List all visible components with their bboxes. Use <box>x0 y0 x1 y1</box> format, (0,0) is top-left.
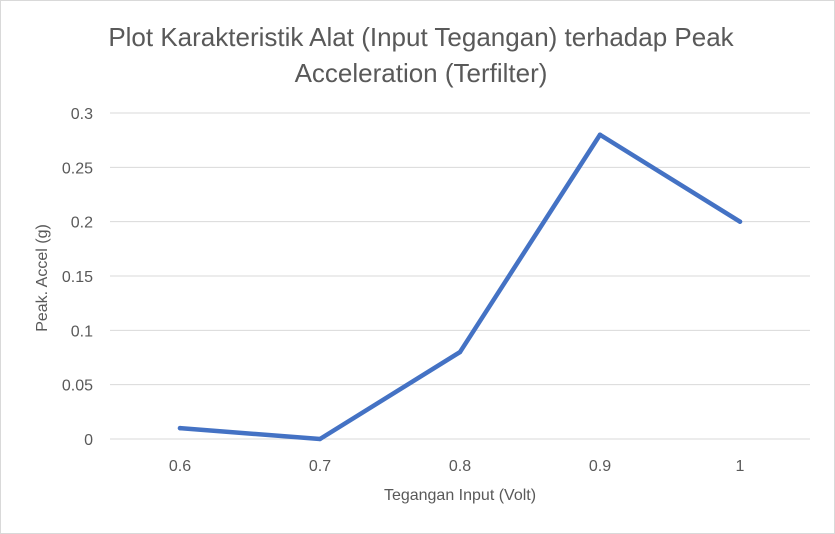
chart-title-line-2: Acceleration (Terfilter) <box>294 58 548 88</box>
gridlines <box>110 112 810 440</box>
data-point <box>457 349 463 355</box>
y-axis-ticks: 0 0.05 0.1 0.15 0.2 0.25 0.3 <box>62 106 93 449</box>
x-tick-label: 0.8 <box>449 458 471 475</box>
y-tick-label: 0.1 <box>71 323 93 340</box>
y-tick-label: 0.2 <box>71 215 93 232</box>
x-axis-label: Tegangan Input (Volt) <box>384 487 536 504</box>
series-line <box>177 132 743 442</box>
y-tick-label: 0.15 <box>62 269 93 286</box>
data-point <box>597 132 603 137</box>
x-tick-label: 0.6 <box>169 458 191 475</box>
x-tick-label: 0.9 <box>589 458 611 475</box>
x-tick-label: 0.7 <box>309 458 331 475</box>
data-point <box>737 219 743 224</box>
y-tick-label: 0.05 <box>62 378 93 395</box>
y-tick-label: 0.25 <box>62 160 93 177</box>
data-point <box>317 436 323 442</box>
y-tick-label: 0.3 <box>71 106 93 123</box>
data-point <box>177 425 183 431</box>
chart-title: Plot Karakteristik Alat (Input Tegangan)… <box>61 19 781 91</box>
y-tick-label: 0 <box>84 432 93 449</box>
x-tick-label: 1 <box>736 458 745 475</box>
x-axis-ticks: 0.6 0.7 0.8 0.9 1 <box>169 458 745 475</box>
y-axis-label: Peak. Accel (g) <box>34 224 51 332</box>
chart-title-line-1: Plot Karakteristik Alat (Input Tegangan)… <box>108 22 734 52</box>
series-group <box>177 132 743 442</box>
